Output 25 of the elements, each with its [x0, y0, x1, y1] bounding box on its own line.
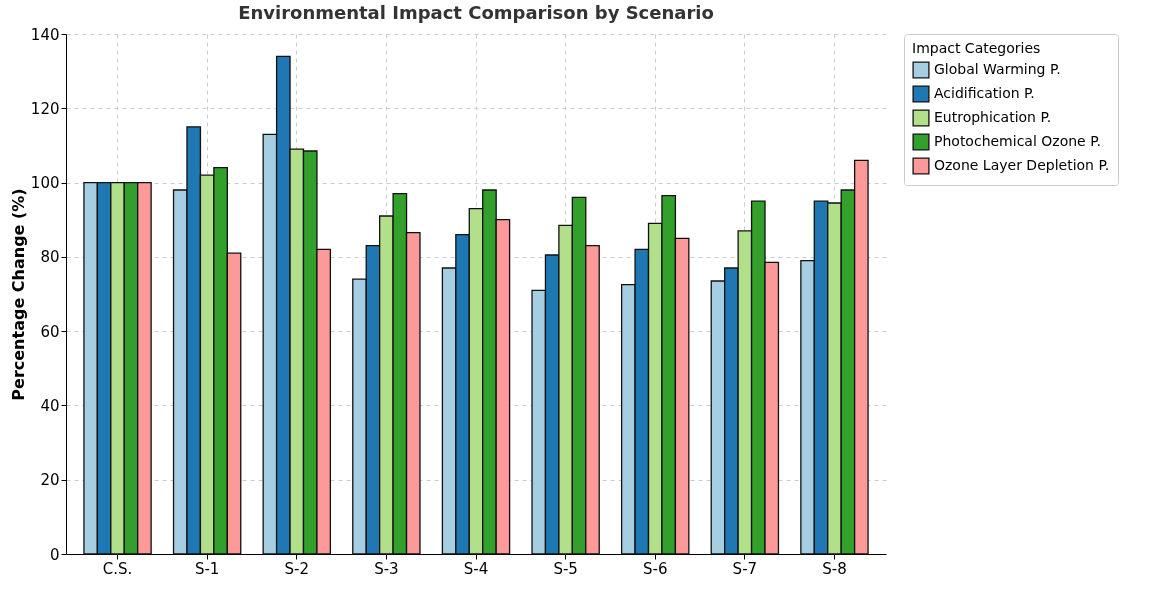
- x-tick-label: S-2: [284, 559, 310, 578]
- legend-label: Eutrophication P.: [934, 109, 1052, 125]
- x-tick-label: S-5: [553, 559, 578, 578]
- x-tick-label: S-3: [374, 559, 399, 578]
- y-tick-label: 20: [40, 471, 60, 490]
- y-axis-title: Percentage Change (%): [8, 188, 28, 401]
- x-tick-label: C.S.: [102, 559, 133, 578]
- y-tick-label: 100: [30, 174, 60, 193]
- x-tick-label: S-7: [732, 559, 758, 578]
- legend-title: Impact Categories: [912, 40, 1041, 56]
- y-tick-label: 40: [40, 396, 60, 415]
- chart-title: Environmental Impact Comparison by Scenario: [238, 2, 714, 23]
- legend-label: Photochemical Ozone P.: [934, 133, 1101, 149]
- x-tick-label: S-8: [822, 559, 847, 578]
- y-tick-label: 120: [30, 99, 60, 118]
- y-tick-label: 80: [40, 248, 60, 267]
- legend-label: Acidification P.: [934, 85, 1035, 101]
- x-tick-label: S-1: [194, 559, 220, 578]
- legend-label: Ozone Layer Depletion P.: [934, 157, 1110, 173]
- y-tick-label: 0: [49, 545, 60, 564]
- y-tick-label: 140: [30, 25, 60, 44]
- x-tick-label: S-6: [642, 559, 668, 578]
- y-tick-label: 60: [40, 322, 60, 341]
- legend-label: Global Warming P.: [934, 61, 1061, 77]
- x-tick-label: S-4: [463, 559, 489, 578]
